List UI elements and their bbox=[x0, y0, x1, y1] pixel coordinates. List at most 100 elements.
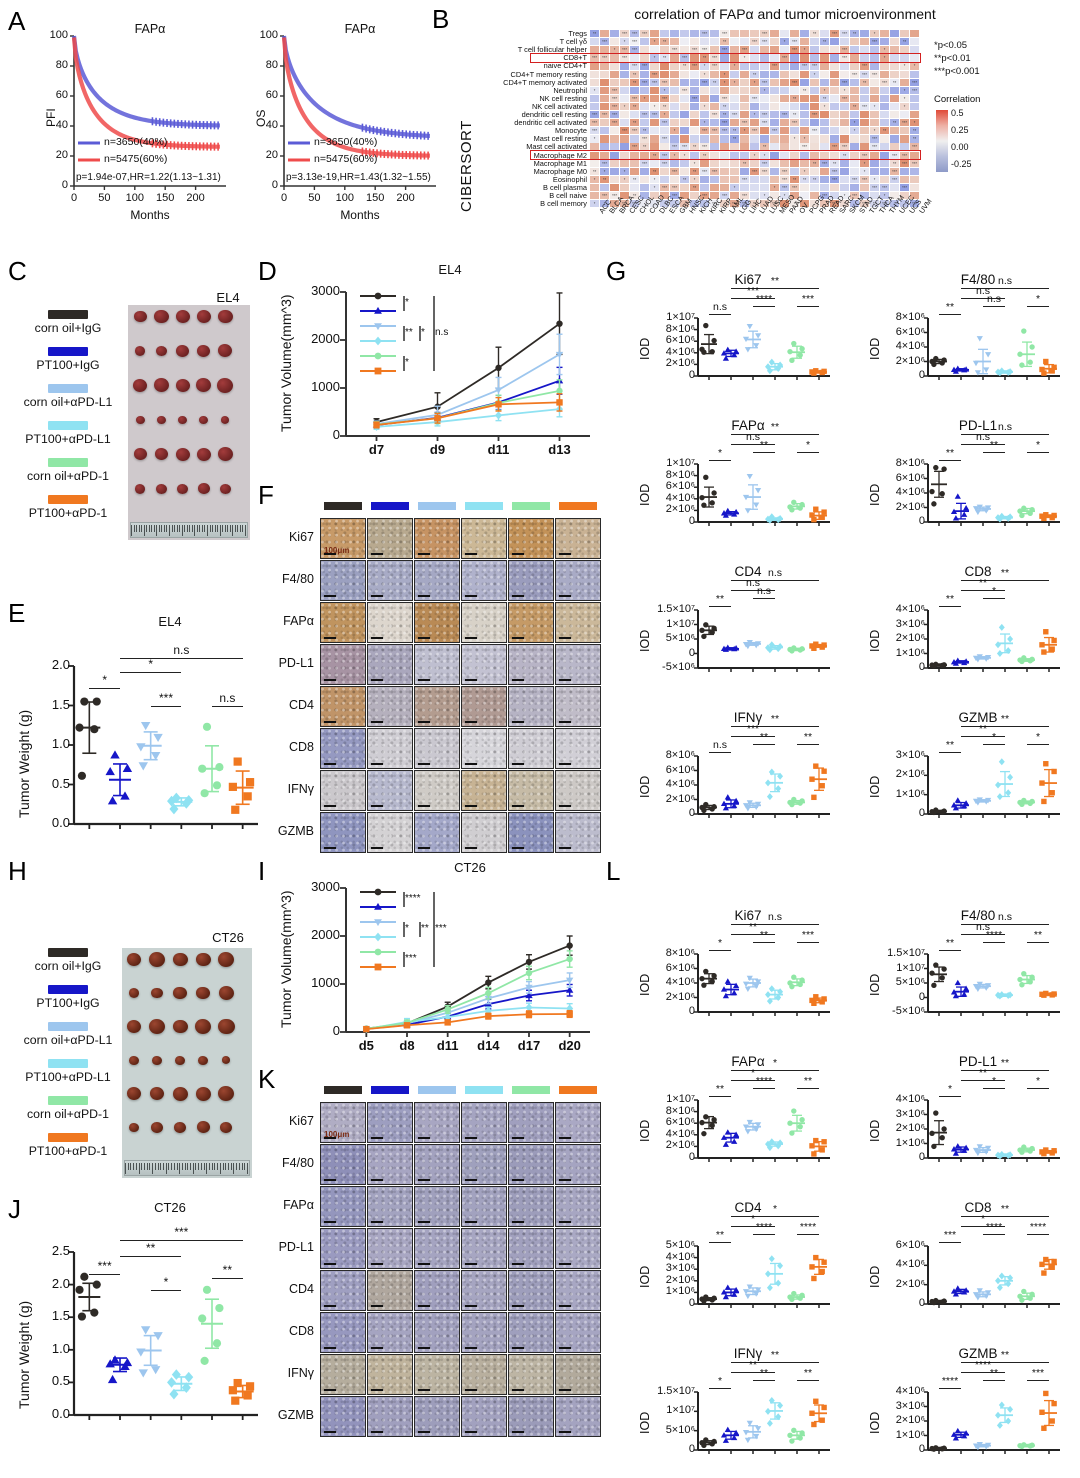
iod-chart-title: PD-L1 bbox=[958, 418, 998, 433]
data-point bbox=[961, 1432, 968, 1439]
data-point bbox=[753, 804, 760, 810]
heatmap-cell bbox=[590, 183, 600, 192]
heatmap-cell bbox=[810, 135, 820, 143]
tumor-specimen bbox=[127, 953, 141, 966]
heatmap-cell bbox=[680, 30, 690, 38]
data-point bbox=[703, 1114, 709, 1120]
heatmap-cell bbox=[790, 127, 800, 135]
y-axis-label: IOD bbox=[638, 1411, 652, 1434]
heatmap-cell bbox=[830, 135, 840, 143]
data-point bbox=[107, 1374, 118, 1384]
heatmap-cell: * bbox=[870, 175, 880, 184]
line-series bbox=[376, 322, 561, 423]
ihc-image bbox=[555, 560, 601, 601]
data-point bbox=[744, 347, 752, 353]
heatmap-cell bbox=[820, 127, 830, 135]
heatmap-cell bbox=[710, 143, 720, 151]
data-point bbox=[485, 1012, 492, 1020]
heatmap-cell bbox=[600, 78, 610, 86]
heatmap-cell bbox=[880, 167, 890, 175]
data-point bbox=[746, 640, 753, 646]
significance-label: * bbox=[750, 1067, 756, 1079]
data-point bbox=[731, 1291, 738, 1297]
significance-label: * bbox=[421, 326, 425, 338]
ihc-image bbox=[461, 812, 507, 853]
heatmap-cell bbox=[620, 62, 630, 70]
ihc-image bbox=[555, 1102, 601, 1143]
data-point bbox=[1005, 991, 1012, 999]
data-point bbox=[525, 991, 533, 999]
significance-label: ** bbox=[770, 421, 780, 433]
panelE-title: EL4 bbox=[158, 614, 182, 629]
data-point bbox=[231, 805, 240, 814]
significance-label: **** bbox=[974, 1359, 992, 1371]
data-point bbox=[941, 466, 947, 472]
heatmap-cell bbox=[660, 127, 670, 135]
scale-bar bbox=[371, 762, 383, 765]
significance-label: ** bbox=[803, 731, 813, 743]
data-point bbox=[813, 763, 819, 769]
ruler-tick bbox=[153, 525, 155, 532]
ihc-texture bbox=[462, 687, 506, 726]
data-point bbox=[983, 367, 990, 373]
ihc-row-label: F4/80 bbox=[282, 572, 314, 586]
scale-bar bbox=[418, 762, 430, 765]
heatmap-cell bbox=[900, 127, 910, 135]
heatmap-cell bbox=[590, 78, 600, 86]
data-point bbox=[819, 999, 825, 1005]
ihc-texture bbox=[321, 687, 365, 726]
heatmap-cell bbox=[850, 200, 860, 208]
heatmap-cell bbox=[690, 192, 700, 200]
data-point bbox=[777, 1139, 784, 1147]
heatmap-cell bbox=[750, 54, 760, 62]
ihc-texture bbox=[368, 771, 412, 810]
y-tick-label: 0 bbox=[688, 515, 695, 527]
scale-bar bbox=[512, 846, 524, 849]
heatmap-cell: ** bbox=[790, 175, 800, 184]
data-point bbox=[789, 357, 795, 364]
data-point bbox=[138, 762, 148, 771]
heatmap-cell bbox=[730, 192, 740, 200]
y-tick-label: 2×10⁶ bbox=[895, 1414, 925, 1426]
data-point bbox=[998, 1401, 1005, 1409]
heatmap-cell: * bbox=[800, 200, 810, 208]
y-tick-label: 0 bbox=[918, 990, 925, 1003]
ihc-image bbox=[414, 602, 460, 643]
heatmap-cell bbox=[670, 111, 680, 119]
significance-bar bbox=[1027, 1234, 1049, 1236]
scale-bar bbox=[465, 804, 477, 807]
significance-bar bbox=[961, 288, 1049, 290]
ihc-grid-ct26: Ki67 100μm F4/80 FAPα PD-L1 CD4 CD8 IFNγ GZMB bbox=[268, 1084, 601, 1437]
heatmap-cell: *** bbox=[700, 78, 710, 86]
heatmap-cell bbox=[850, 94, 860, 103]
ihc-texture bbox=[415, 519, 459, 558]
data-point bbox=[140, 721, 151, 731]
ruler-tick bbox=[151, 525, 153, 532]
significance-label: * bbox=[980, 1213, 986, 1225]
data-point bbox=[202, 1285, 212, 1294]
ihc-texture bbox=[556, 1397, 600, 1436]
heatmap-cell: * bbox=[790, 135, 800, 143]
data-point bbox=[931, 1299, 937, 1306]
heatmap-cell bbox=[650, 143, 660, 151]
heatmap-cell: *** bbox=[610, 86, 620, 94]
ihc-texture bbox=[509, 771, 553, 810]
heatmap-cell bbox=[770, 86, 780, 94]
heatmap-cell bbox=[720, 183, 730, 192]
significance-label: ** bbox=[421, 922, 429, 934]
heatmap-cell bbox=[790, 159, 800, 167]
data-point bbox=[724, 978, 731, 984]
ruler-tick bbox=[176, 525, 178, 532]
data-point bbox=[720, 1432, 728, 1438]
significance-label: n.s bbox=[997, 275, 1012, 287]
heatmap-cell bbox=[710, 70, 720, 78]
tumor-specimen bbox=[221, 416, 230, 424]
ihc-column-swatch bbox=[371, 1086, 409, 1094]
heatmap-cell: * bbox=[700, 119, 710, 127]
scale-bar bbox=[465, 636, 477, 639]
scale-bar bbox=[324, 804, 336, 807]
heatmap-cell: *** bbox=[610, 192, 620, 200]
heatmap-cell bbox=[820, 70, 830, 78]
ruler-tick bbox=[224, 525, 226, 532]
heatmap-cell: *** bbox=[700, 167, 710, 175]
